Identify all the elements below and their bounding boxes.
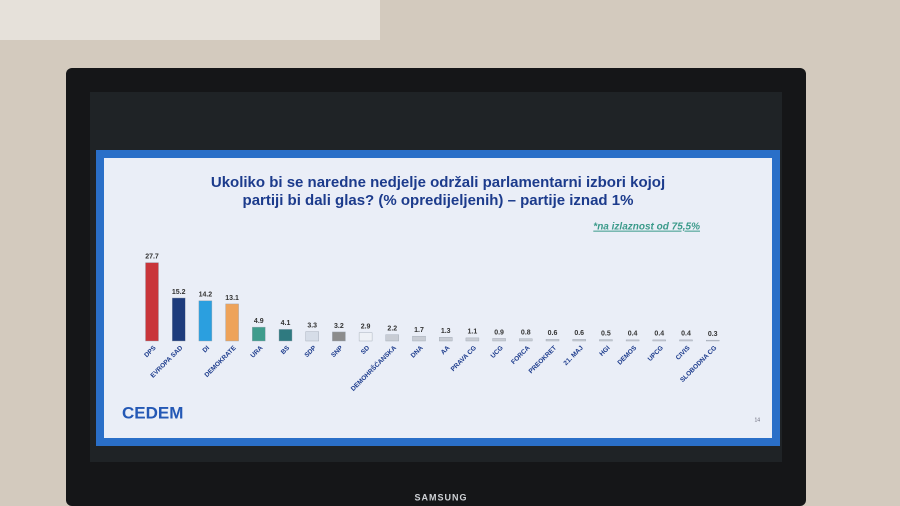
value-label: 0.6 [548,330,558,337]
value-label: 3.3 [307,323,317,330]
bar [439,337,453,342]
bar [652,339,666,342]
value-label: 15.2 [172,289,186,296]
bar [305,331,319,342]
bar [679,339,693,342]
bar [198,300,213,342]
bar [519,338,533,342]
value-label: 0.9 [494,329,504,336]
value-label: 14.2 [199,292,213,299]
bar [252,326,266,342]
category-label: AA [440,344,452,356]
value-label: 2.2 [387,326,397,333]
logo: CEDEM [122,403,183,422]
page-number: 14 [754,417,760,423]
slide [104,158,772,438]
value-label: 1.1 [468,329,478,336]
value-label: 1.3 [441,328,451,335]
bar [145,262,159,342]
bar [358,332,373,342]
value-label: 4.9 [254,318,264,325]
note: *na izlaznost od 75,5% [593,222,700,233]
chart-title: Ukoliko bi se naredne nedjelje održali p… [211,174,665,191]
value-label: 0.4 [628,331,638,338]
bar [599,339,613,342]
category-label: DI [201,345,211,355]
value-label: 4.1 [281,320,291,327]
value-label: 13.1 [225,295,239,302]
bar [385,334,399,342]
chart-subtitle: partiji bi dali glas? (% opredijeljenih)… [243,192,634,209]
category-label: BS [280,344,292,356]
shelf [0,0,380,40]
bar [412,335,426,342]
bar [625,339,640,342]
bar [225,303,239,342]
bar [278,329,293,342]
value-label: 0.6 [574,330,584,337]
value-label: 0.8 [521,330,531,337]
value-label: 27.7 [145,253,159,260]
value-label: 0.4 [681,331,691,338]
bar [332,331,346,342]
bar [171,297,186,342]
bar [706,339,720,342]
value-label: 0.3 [708,331,718,338]
bar [572,339,586,342]
bar [465,337,480,342]
value-label: 0.4 [654,331,664,338]
bar [545,339,560,342]
tv-brand: SAMSUNG [414,492,467,502]
bar [492,338,506,342]
value-label: 3.2 [334,323,344,330]
value-label: 0.5 [601,330,611,337]
category-label: SD [360,344,372,356]
value-label: 1.7 [414,327,424,334]
value-label: 2.9 [361,324,371,331]
